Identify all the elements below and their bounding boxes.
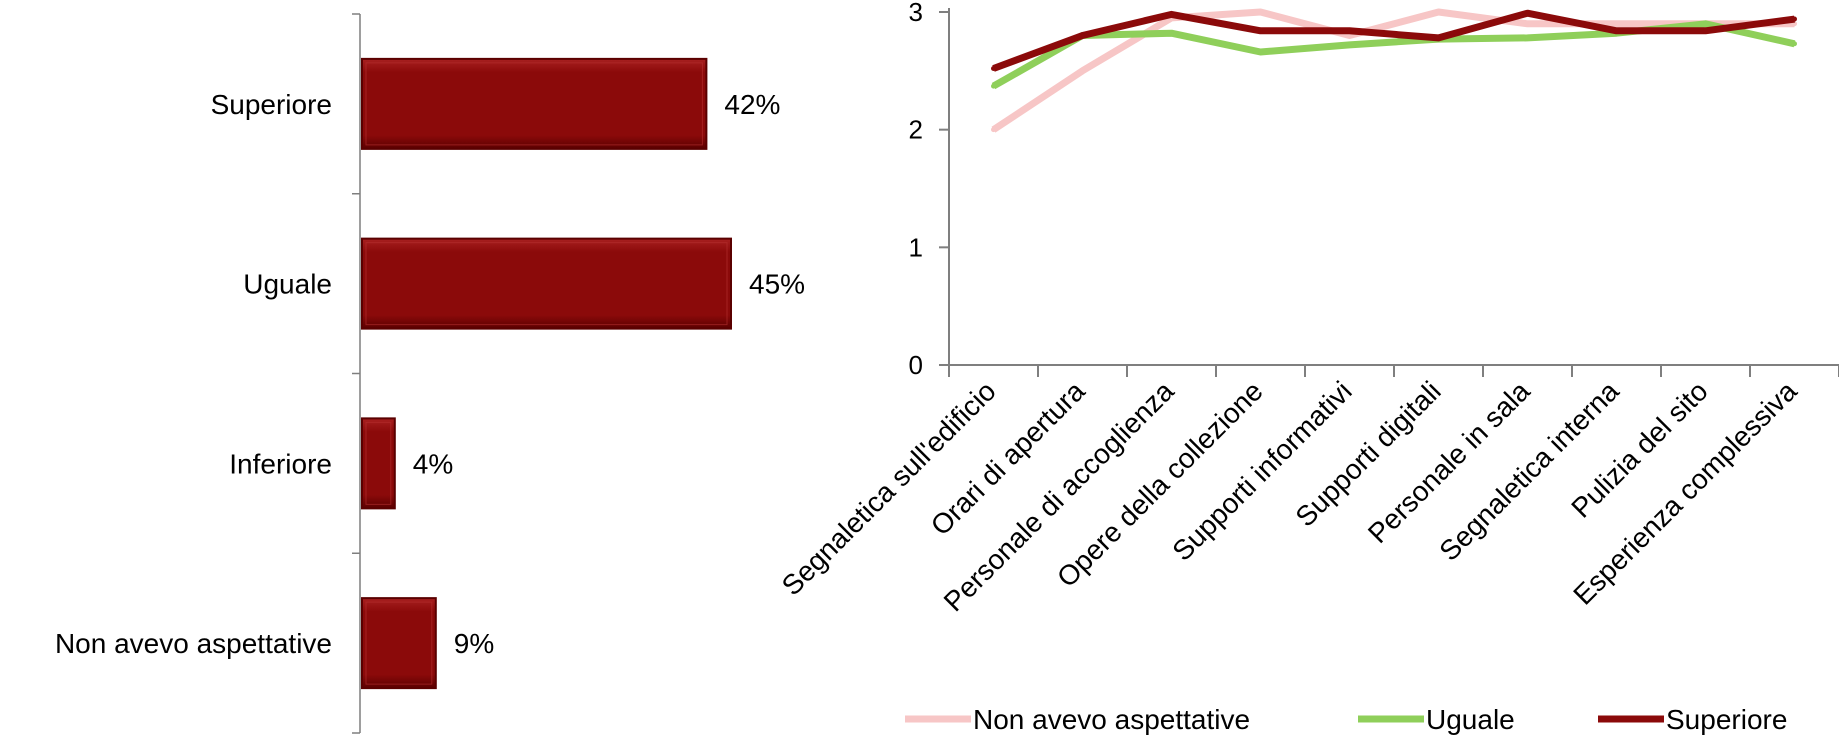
series-1-point [991, 83, 996, 89]
bar-bevel [365, 62, 703, 146]
series-1-point [1792, 41, 1797, 47]
series-0-point [1436, 9, 1441, 15]
bar-value-label: 9% [454, 628, 494, 659]
series-0-point [1614, 21, 1619, 27]
y-tick-label: 2 [909, 115, 923, 145]
series-2-point [1347, 28, 1352, 34]
y-tick-label: 1 [909, 232, 923, 262]
series-line-2 [992, 9, 1795, 72]
series-1-point [1703, 21, 1708, 27]
series-2-point [1436, 35, 1441, 41]
series-1-point [1347, 42, 1352, 48]
series-0-point [1525, 21, 1530, 27]
bar-value-label: 42% [724, 89, 780, 120]
series-2-point [1258, 28, 1263, 34]
x-tick-label: Orari di apertura [925, 375, 1091, 541]
y-tick-label: 0 [909, 350, 923, 380]
series-2-point [1169, 11, 1174, 17]
series-2-point [1792, 16, 1797, 22]
series-2-point [1703, 28, 1708, 34]
bar-category-label: Superiore [211, 89, 332, 120]
series-2-point [991, 65, 996, 71]
bar-1 [361, 237, 732, 330]
bar-bevel [365, 242, 728, 326]
bar-value-label: 4% [413, 448, 453, 479]
series-0-point [991, 127, 996, 133]
bar-bevel [365, 421, 392, 505]
bar-category-label: Non avevo aspettative [55, 628, 332, 659]
bar-chart: Superiore 42% Uguale 45% Inferiore 4% Non avev… [55, 13, 805, 734]
bar-bevel [365, 601, 433, 685]
series-2-point [1080, 33, 1085, 39]
bar-2 [361, 417, 396, 510]
bar-3 [361, 597, 437, 690]
series-0-point [1258, 9, 1263, 15]
series-1-point [1525, 35, 1530, 41]
series-1-point [1258, 49, 1263, 55]
x-tick-label: Personale in sala [1362, 375, 1536, 549]
bar-0 [361, 57, 708, 150]
legend-label-1: Uguale [1426, 704, 1515, 735]
series-line-0 [991, 8, 1795, 133]
bar-value-label: 45% [749, 269, 805, 300]
bar-category-label: Inferiore [229, 448, 332, 479]
y-tick-label: 3 [909, 0, 923, 27]
bar-category-label: Uguale [243, 269, 332, 300]
series-2-point [1614, 28, 1619, 34]
series-0-point [1080, 68, 1085, 74]
series-2-point [1525, 10, 1530, 16]
legend-label-0: Non avevo aspettative [973, 704, 1250, 735]
legend-label-2: Superiore [1666, 704, 1787, 735]
series-1-point [1169, 30, 1174, 36]
